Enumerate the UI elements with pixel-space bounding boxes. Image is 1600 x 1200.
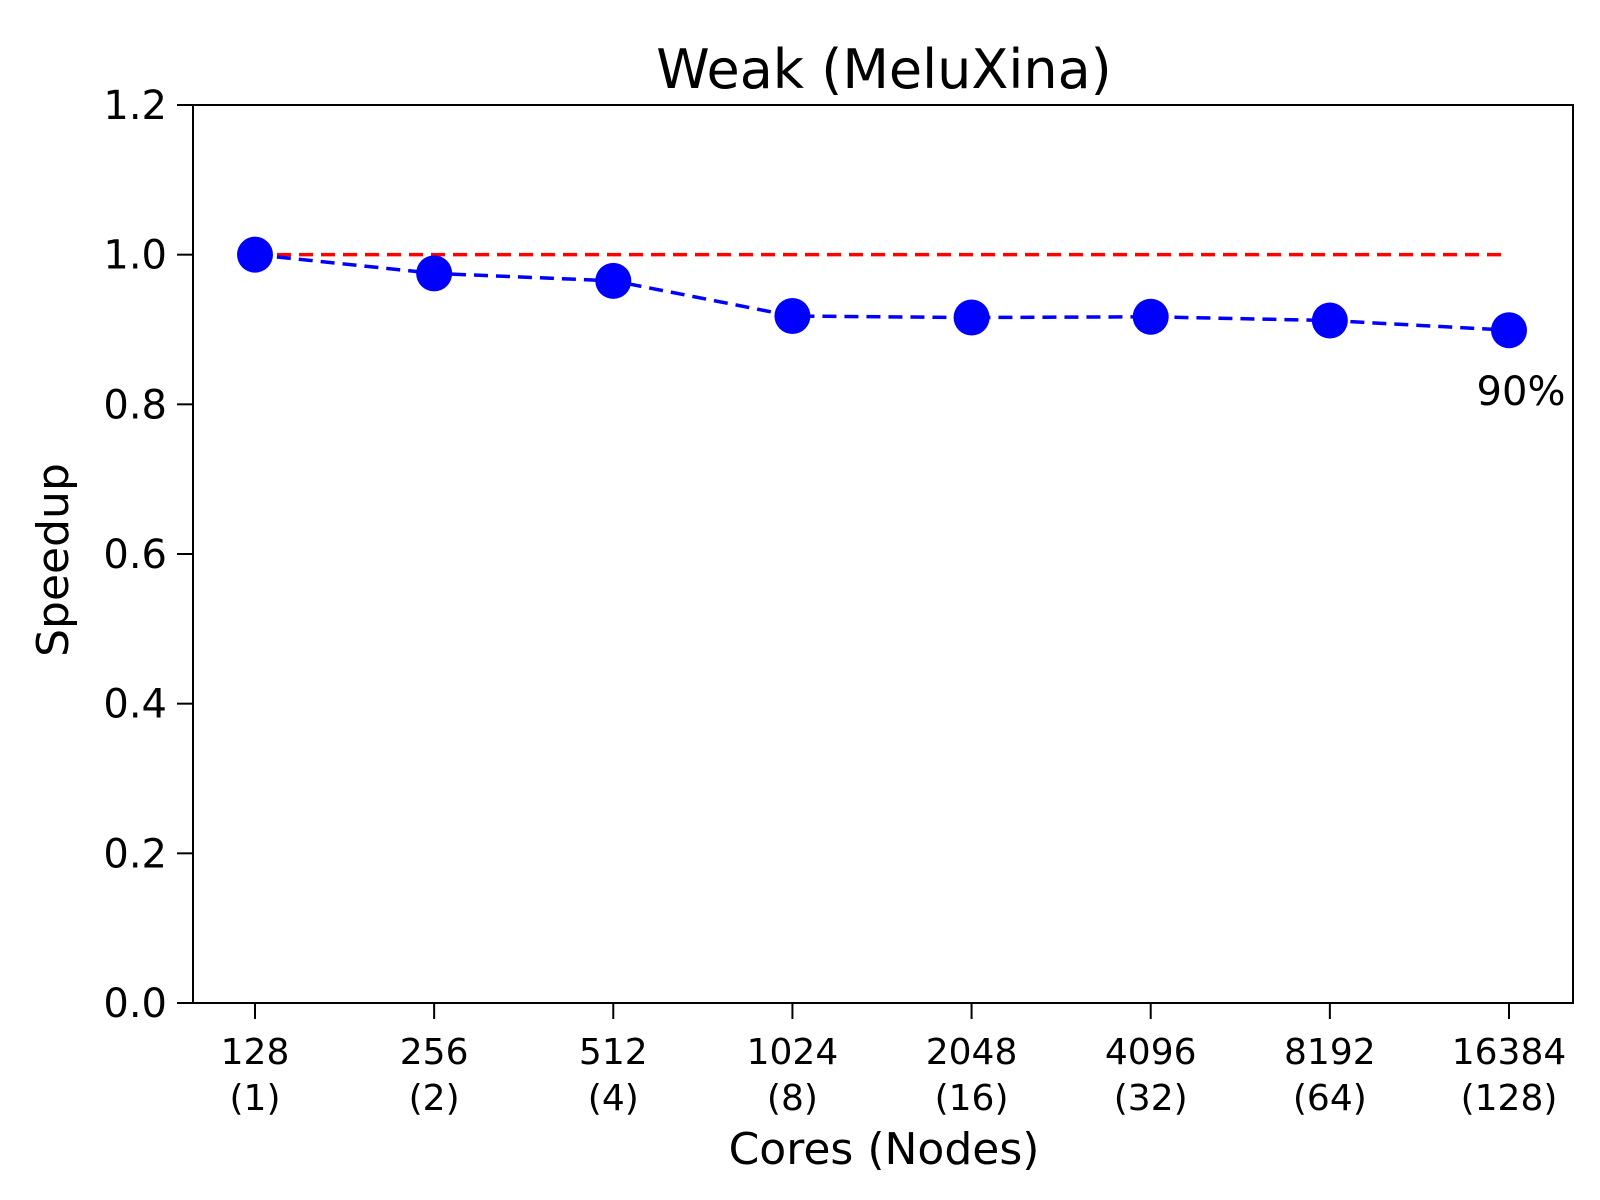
x-tick-label-cores: 2048: [926, 1032, 1018, 1073]
x-tick-label-nodes: (4): [588, 1078, 639, 1119]
y-tick-label: 0.4: [103, 682, 167, 728]
chart-title: Weak (MeluXina): [656, 38, 1111, 101]
x-tick-label-cores: 256: [400, 1032, 469, 1073]
y-tick-label: 1.2: [103, 83, 167, 129]
y-tick-label: 0.8: [103, 382, 167, 428]
y-tick-label: 0.6: [103, 532, 167, 578]
x-tick-label-nodes: (1): [230, 1078, 281, 1119]
y-tick-label: 0.0: [103, 981, 167, 1027]
data-point-marker: [1132, 298, 1169, 335]
data-point-marker: [774, 298, 811, 335]
data-point-marker: [1311, 302, 1348, 339]
x-tick-label-cores: 1024: [747, 1032, 839, 1073]
measured-speedup-line: [254, 252, 1510, 332]
x-tick-label-nodes: (2): [409, 1078, 460, 1119]
x-tick-label-cores: 8192: [1284, 1032, 1376, 1073]
x-tick-label-nodes: (8): [767, 1078, 818, 1119]
plot-area: 0.0 0.2 0.4 0.6 0.8 1.0 1.2 128 (1) 256 (2) 512 (4) 1…: [103, 83, 1574, 1119]
data-point-marker: [953, 299, 990, 336]
data-point-marker: [237, 236, 273, 273]
x-tick-label-cores: 16384: [1452, 1032, 1567, 1073]
plot-frame: [192, 104, 1574, 1004]
x-tick-label-cores: 4096: [1105, 1032, 1197, 1073]
annotation-label: 90%: [1477, 369, 1566, 415]
x-tick-label-nodes: (64): [1293, 1078, 1367, 1119]
x-tick-label-nodes: (16): [935, 1078, 1009, 1119]
data-point-marker: [1491, 312, 1527, 349]
data-point-marker: [416, 255, 453, 292]
y-axis-label: Speedup: [28, 463, 79, 657]
x-tick-label-nodes: (128): [1461, 1078, 1558, 1119]
y-tick-label: 0.2: [103, 831, 167, 877]
x-tick-label-cores: 512: [579, 1032, 648, 1073]
x-tick-label-cores: 128: [221, 1032, 290, 1073]
y-tick-label: 1.0: [103, 233, 167, 279]
data-point-marker: [595, 262, 632, 299]
x-tick-label-nodes: (32): [1114, 1078, 1188, 1119]
x-axis-label: Cores (Nodes): [729, 1124, 1040, 1175]
